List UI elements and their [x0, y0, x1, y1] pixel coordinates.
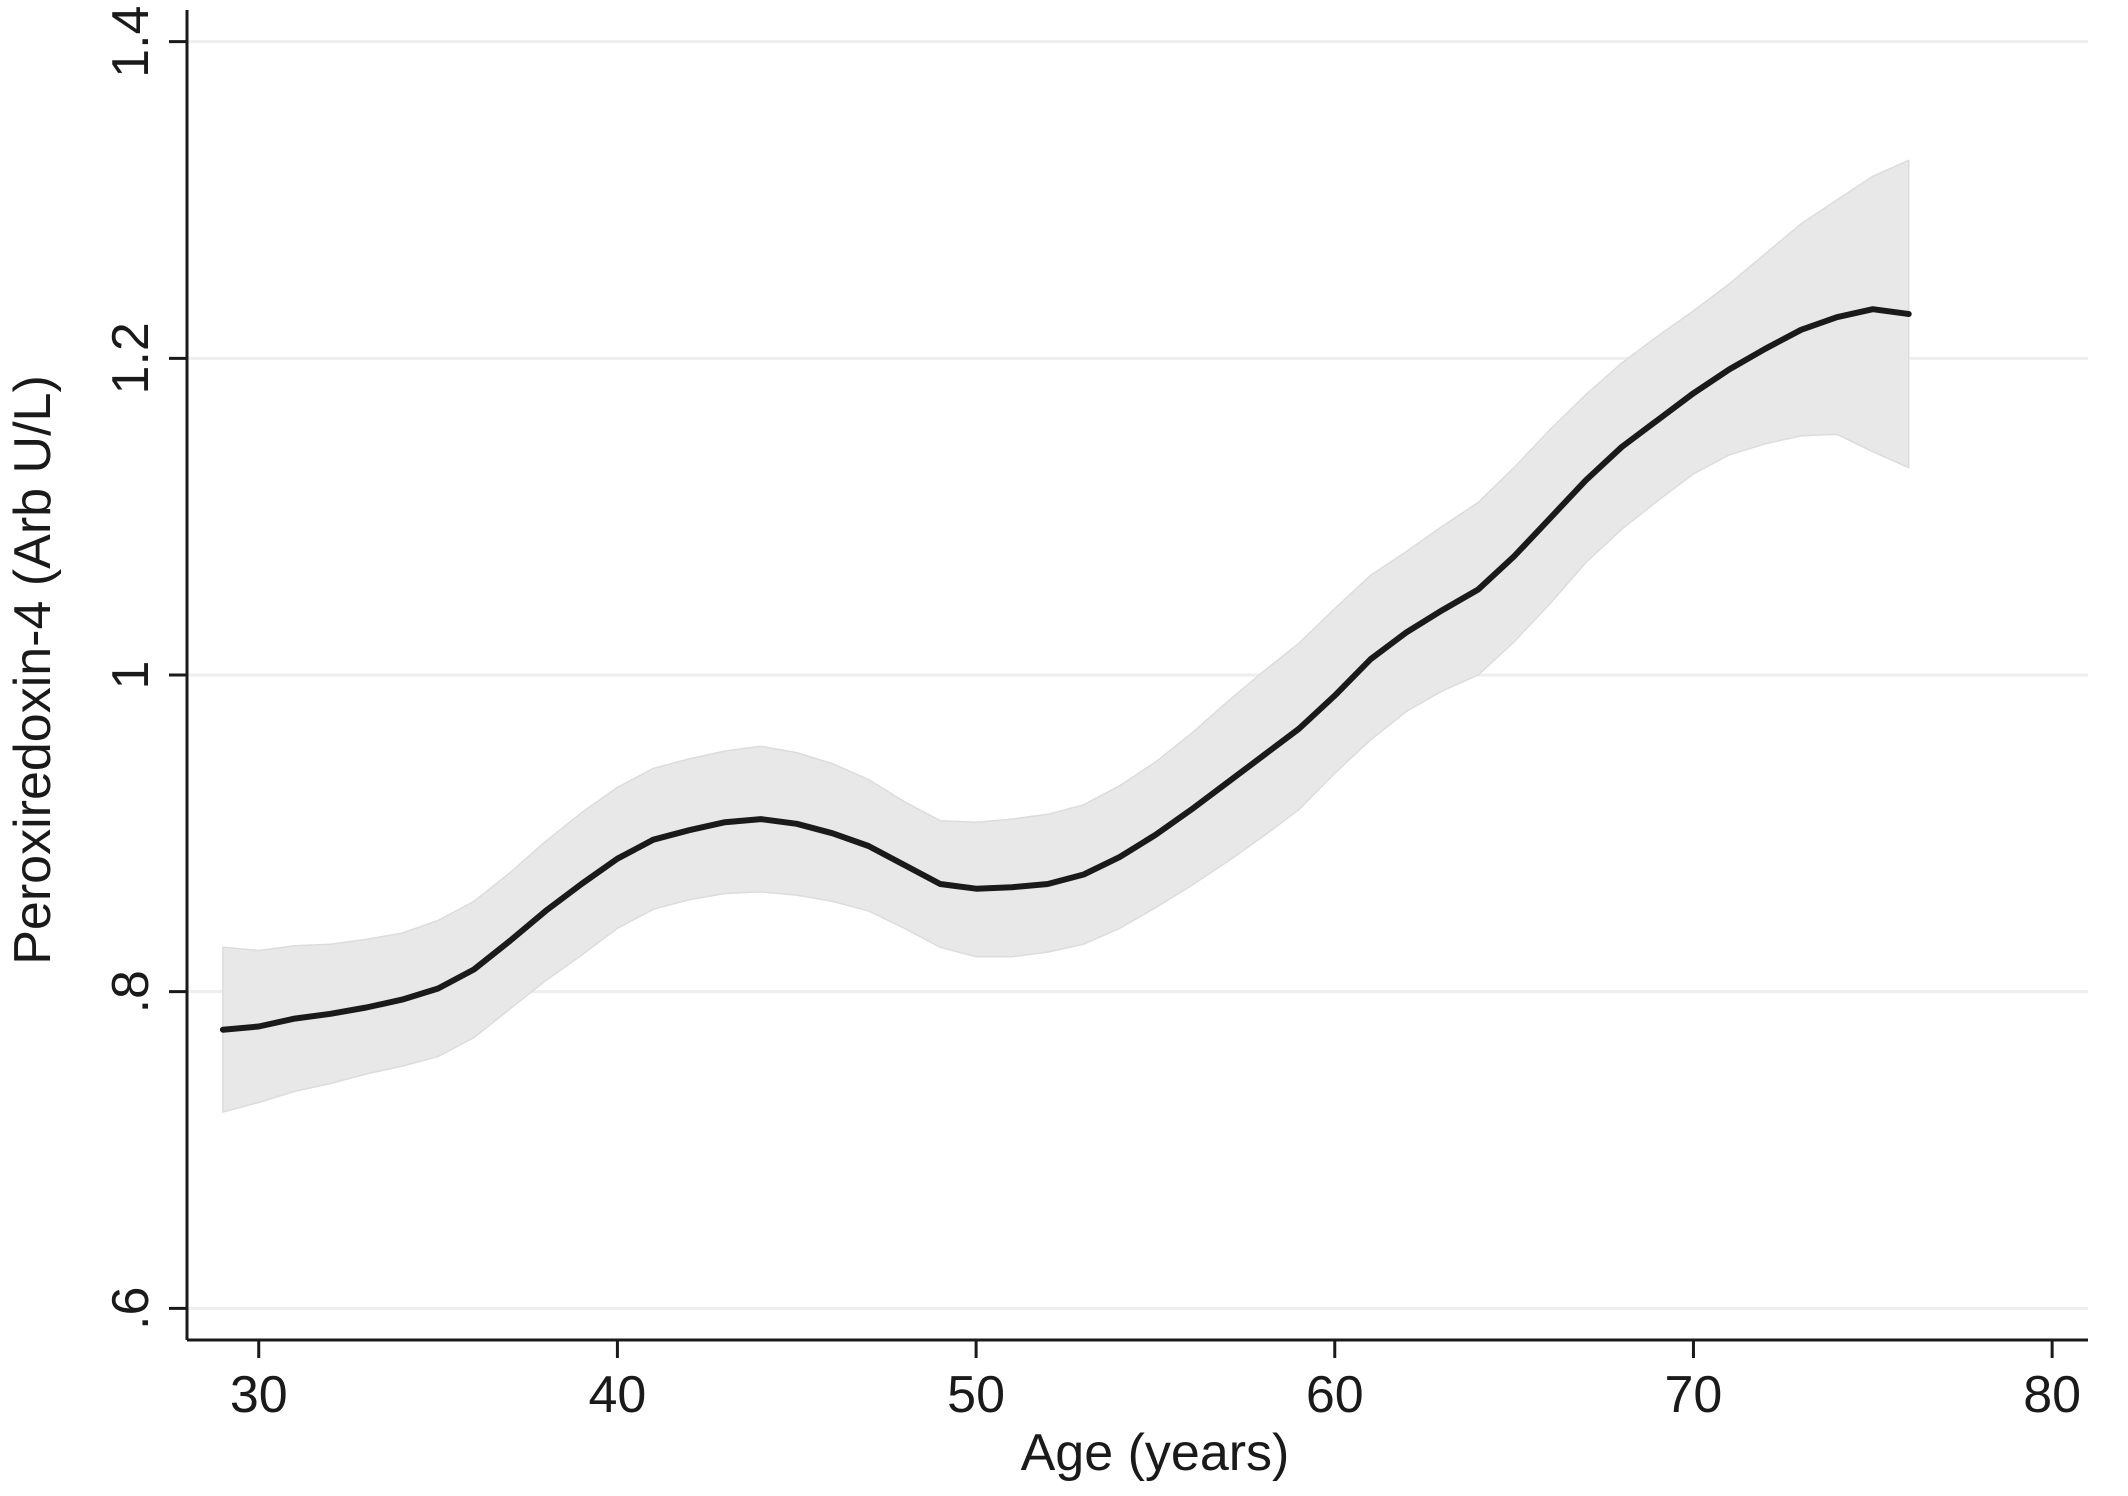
x-tick-label: 80 — [2023, 1366, 2081, 1424]
y-tick-label: .6 — [102, 1287, 160, 1330]
y-tick-label: 1.2 — [102, 322, 160, 394]
tick-labels: 30 40 50 60 70 80 .6 .8 1 1.2 1.4 — [102, 6, 2081, 1424]
y-axis-title: Peroxiredoxin-4 (Arb U/L) — [4, 375, 62, 965]
x-tick-label: 40 — [588, 1366, 646, 1424]
confidence-band-group — [222, 159, 1910, 1113]
x-tick-label: 30 — [230, 1366, 288, 1424]
x-tick-label: 50 — [947, 1366, 1005, 1424]
x-tick-label: 70 — [1665, 1366, 1723, 1424]
y-tick-label: 1 — [102, 661, 160, 690]
axes — [169, 10, 2088, 1358]
fitted-line — [219, 306, 1912, 1033]
confidence-band — [222, 159, 1910, 1113]
y-tick-label: .8 — [102, 970, 160, 1013]
x-tick-label: 60 — [1306, 1366, 1364, 1424]
fitted-line-group — [219, 306, 1912, 1033]
y-tick-label: 1.4 — [102, 6, 160, 78]
x-axis-title: Age (years) — [1021, 1424, 1290, 1482]
